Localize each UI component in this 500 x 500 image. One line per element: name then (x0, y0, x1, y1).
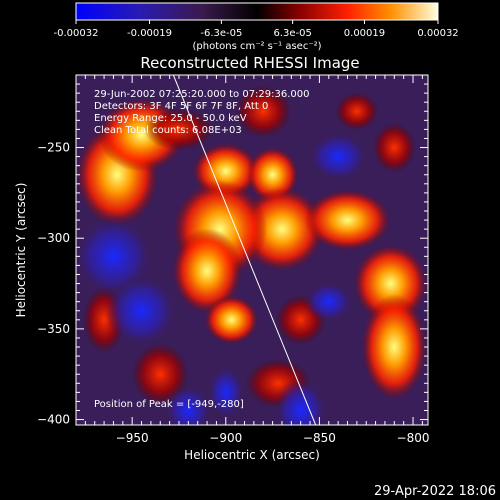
heatmap (76, 84, 428, 425)
plot-area: 29-Jun-2002 07:25:20.000 to 07:29:36.000… (37, 74, 430, 445)
colorbar: -0.00032 -0.00019 -6.3e-05 6.3e-05 0.00019 0.… (54, 2, 459, 52)
annotation-line: 29-Jun-2002 07:25:20.000 to 07:29:36.000 (94, 89, 310, 100)
x-axis-label: Heliocentric X (arcsec) (184, 448, 320, 462)
x-tick-label: −900 (209, 431, 242, 445)
colorbar-gradient (75, 2, 439, 21)
heatmap-blob (235, 84, 292, 138)
colorbar-ticks: -0.00032 -0.00019 -6.3e-05 6.3e-05 0.00019 0.… (54, 20, 459, 39)
colorbar-tick-label: -6.3e-05 (200, 28, 242, 39)
annotation-block: 29-Jun-2002 07:25:20.000 to 07:29:36.000… (94, 89, 310, 136)
colorbar-tick-label: 0.00032 (417, 28, 458, 39)
heatmap-blob (304, 189, 391, 251)
colorbar-tick-label: 6.3e-05 (273, 28, 311, 39)
colorbar-tick-label: -0.00019 (127, 28, 172, 39)
colorbar-tick-label: 0.00019 (344, 28, 385, 39)
y-tick-label: −350 (37, 322, 70, 336)
heatmap-blob (172, 228, 242, 314)
plot-frame (75, 74, 429, 426)
colorbar-unit-label: (photons cm⁻² s⁻¹ asec⁻²) (192, 41, 321, 52)
heatmap-blob (165, 384, 212, 425)
heatmap-blob (335, 92, 379, 131)
heatmap-blob (143, 108, 215, 151)
y-tick-label: −300 (37, 231, 70, 245)
y-tick-label: −250 (37, 141, 70, 155)
heatmap-blob (207, 365, 245, 420)
colorbar-tick-label: -0.00032 (54, 28, 99, 39)
heatmap-blob (204, 295, 259, 345)
x-tick-label: −950 (116, 431, 149, 445)
y-axis-label: Heliocentric Y (arcsec) (14, 183, 28, 318)
solar-limb-line (172, 75, 317, 425)
y-axis: −250 −300 −350 −400 (37, 83, 428, 427)
x-axis: −950 −900 −850 −800 (84, 75, 430, 445)
x-tick-label: −800 (397, 431, 430, 445)
annotation-line: Energy Range: 25.0 - 50.0 keV (94, 113, 247, 124)
heatmap-blob (361, 294, 428, 400)
x-tick-label: −850 (303, 431, 336, 445)
footer-timestamp: 29-Apr-2022 18:06 (374, 484, 496, 499)
heatmap-blob (274, 377, 328, 425)
heatmap-blob (307, 131, 369, 182)
heatmap-blob (105, 273, 178, 348)
heatmap-blob (372, 122, 416, 173)
annotation-line: Clean Total counts: 6.08E+03 (94, 125, 242, 136)
y-tick-label: −400 (37, 413, 70, 427)
heatmap-blob (304, 281, 354, 322)
chart-title: Reconstructed RHESSI Image (140, 54, 359, 72)
annotation-line: Detectors: 3F 4F 5F 6F 7F 8F, Att 0 (94, 101, 268, 112)
peak-position-label: Position of Peak = [-949,-280] (94, 399, 244, 410)
